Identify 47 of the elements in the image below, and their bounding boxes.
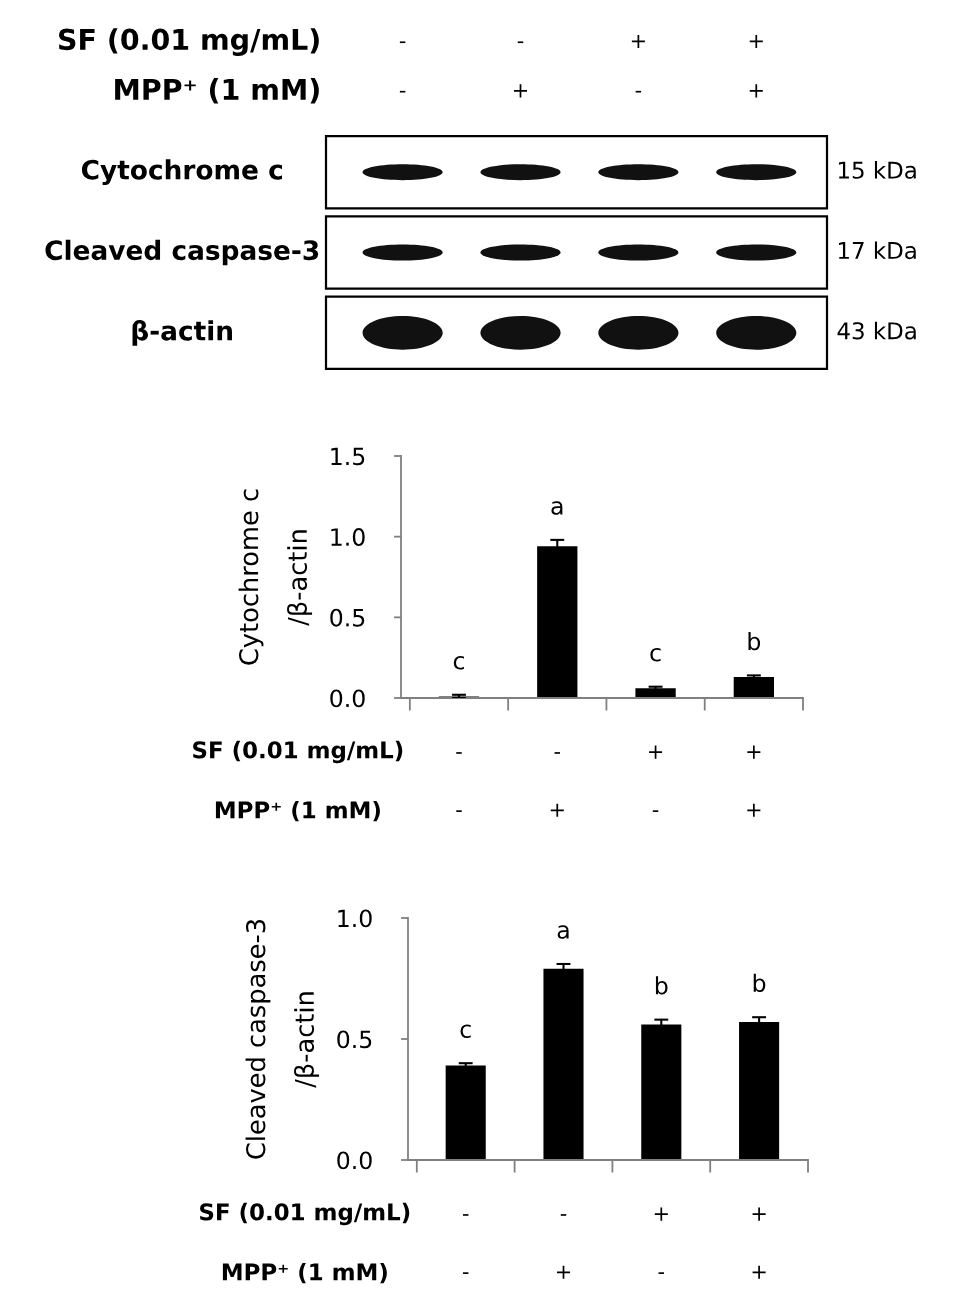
category-label: + + (752, 1207, 766, 1279)
category-label: + + (749, 34, 763, 98)
annotation: b (748, 631, 761, 651)
category-label: - + (513, 41, 528, 98)
text: SF (0.01 mg/mL) (193, 740, 403, 764)
y-tick-label: 0.5 (330, 608, 365, 627)
annotation: c (650, 648, 661, 662)
category-label: 15 kDa (838, 161, 916, 179)
text: MPP⁺ (1 mM) (115, 78, 319, 104)
text: SF (0.01 mg/mL) (59, 28, 319, 56)
annotation: a (551, 501, 563, 515)
category-label: - + (556, 1214, 571, 1279)
text: MPP⁺ (1 mM) (222, 1262, 387, 1284)
annotation: a (557, 925, 569, 939)
y-axis-title: Cleaved caspase-3 /β-actin (245, 919, 320, 1159)
category-label: β-actin (132, 319, 232, 346)
bar (635, 688, 676, 698)
category-label: + - (631, 34, 645, 93)
bar (543, 968, 584, 1160)
annotation: c (453, 656, 465, 670)
category-label: - - (456, 752, 462, 812)
category-label: + + (747, 745, 761, 817)
bar (641, 1024, 682, 1160)
bar (733, 677, 774, 698)
category-label: - + (550, 752, 564, 817)
y-tick-label: 1.0 (338, 909, 372, 928)
category-label: - - (462, 1214, 469, 1274)
y-tick-label: 1.0 (331, 528, 365, 546)
category-label: Cleaved caspase-3 (45, 239, 319, 266)
annotation: b (753, 973, 766, 993)
annotation: b (655, 976, 668, 995)
category-label: + - (654, 1207, 668, 1274)
category-label: 17 kDa (838, 241, 916, 260)
text: MPP⁺ (1 mM) (215, 800, 380, 822)
text: SF (0.01 mg/mL) (200, 1202, 410, 1226)
category-label: + - (649, 745, 663, 812)
annotation: c (460, 1024, 471, 1039)
y-tick-label: 1.5 (331, 447, 365, 466)
y-tick-label: 0.5 (337, 1030, 372, 1049)
y-tick-label: 0.0 (330, 689, 365, 708)
y-axis-title: Cytochrome c /β-actin (238, 489, 313, 665)
bar (739, 1022, 780, 1160)
category-label: 43 kDa (837, 321, 916, 340)
bar (445, 1065, 486, 1160)
category-label: Cytochrome c (81, 159, 282, 186)
y-tick-label: 0.0 (337, 1151, 372, 1170)
category-label: - - (399, 41, 406, 93)
